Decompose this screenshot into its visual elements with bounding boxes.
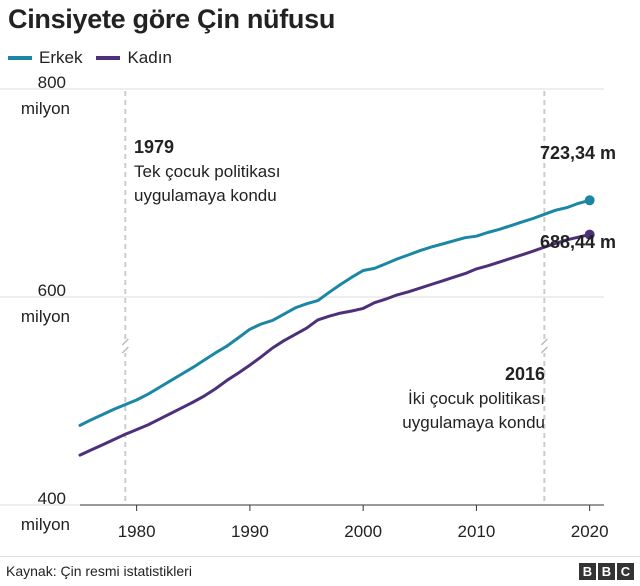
annotation-text: İki çocuk politikası bbox=[408, 389, 545, 408]
y-tick-unit: milyon bbox=[21, 515, 70, 534]
y-tick-label: 400 bbox=[38, 489, 66, 508]
axis-break-mark bbox=[121, 346, 129, 354]
legend-item-erkek: Erkek bbox=[8, 48, 82, 68]
footer-divider bbox=[0, 556, 640, 557]
legend-item-kadin: Kadın bbox=[96, 48, 172, 68]
annotation-year: 2016 bbox=[505, 364, 545, 384]
annotation-year: 1979 bbox=[134, 137, 174, 157]
x-tick-label: 2010 bbox=[457, 522, 495, 541]
y-tick-unit: milyon bbox=[21, 99, 70, 118]
axis-break-mark bbox=[540, 338, 548, 346]
y-tick-label: 800 bbox=[38, 73, 66, 92]
legend: Erkek Kadın bbox=[8, 47, 186, 69]
x-tick-label: 1980 bbox=[118, 522, 156, 541]
series-line-kadin bbox=[78, 233, 592, 457]
series-end-point bbox=[584, 229, 595, 240]
series-line-erkek bbox=[78, 198, 592, 427]
annotation-text: uygulamaya kondu bbox=[134, 186, 277, 205]
axis-break-gap bbox=[540, 339, 549, 353]
y-tick-label: 600 bbox=[38, 281, 66, 300]
end-value-label: 688,44 m bbox=[540, 232, 616, 252]
x-tick-label: 2020 bbox=[571, 522, 609, 541]
bbc-logo-letter: B bbox=[598, 563, 615, 580]
end-value-label: 723,34 m bbox=[540, 143, 616, 163]
legend-label-erkek: Erkek bbox=[39, 48, 83, 67]
x-tick-label: 2000 bbox=[344, 522, 382, 541]
chart-canvas: 400 milyon 600 milyon 800 milyon 1980 1990 2000 2… bbox=[0, 73, 616, 541]
axis-break-mark bbox=[540, 346, 548, 354]
x-tick-label: 1990 bbox=[231, 522, 269, 541]
axis-break-mark bbox=[121, 338, 129, 346]
series-end-point bbox=[584, 195, 595, 206]
legend-swatch-erkek bbox=[8, 56, 32, 60]
annotation-text: Tek çocuk politikası bbox=[134, 162, 280, 181]
annotation-text: uygulamaya kondu bbox=[402, 413, 545, 432]
legend-label-kadin: Kadın bbox=[127, 48, 172, 67]
axis-break-gap bbox=[121, 339, 130, 353]
bbc-logo: B B C bbox=[579, 563, 634, 580]
chart-title: Cinsiyete göre Çin nüfusu bbox=[8, 4, 336, 34]
bbc-logo-letter: B bbox=[579, 563, 596, 580]
legend-swatch-kadin bbox=[96, 56, 121, 60]
source-note: Kaynak: Çin resmi istatistikleri bbox=[6, 563, 192, 579]
y-tick-unit: milyon bbox=[21, 307, 70, 326]
bbc-logo-letter: C bbox=[617, 563, 634, 580]
